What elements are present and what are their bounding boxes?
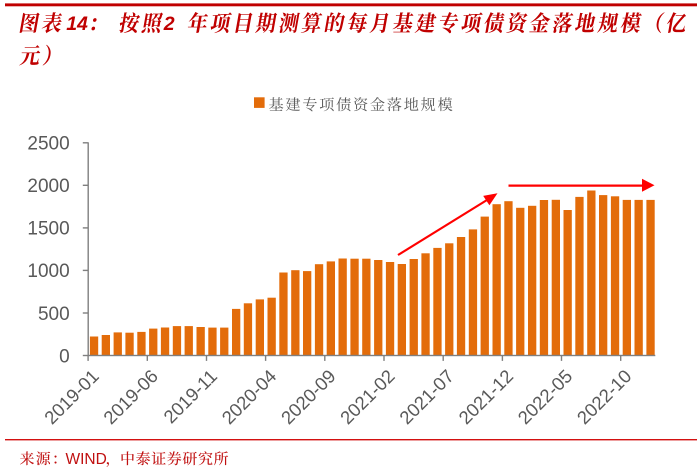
svg-text:2: 2 [163, 13, 175, 35]
svg-text:500: 500 [38, 304, 70, 325]
svg-text:2000: 2000 [27, 176, 69, 197]
svg-text:2500: 2500 [27, 134, 69, 155]
svg-text:1000: 1000 [27, 261, 69, 282]
svg-text:14: 14 [66, 13, 88, 35]
svg-text:WIND: WIND [66, 451, 107, 468]
svg-text:0: 0 [59, 346, 70, 367]
svg-text:1500: 1500 [27, 219, 69, 240]
